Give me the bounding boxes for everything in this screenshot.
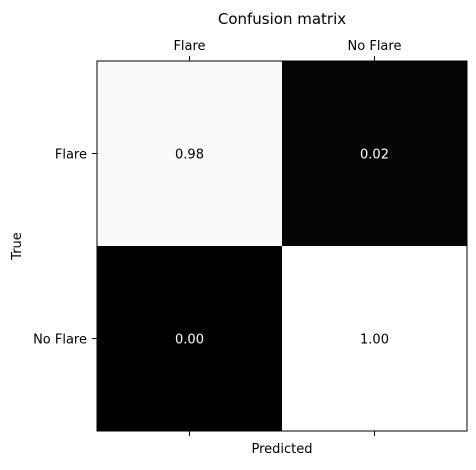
heatmap-cell-0-0 bbox=[97, 61, 282, 246]
x-tick-label-1: No Flare bbox=[348, 39, 402, 54]
cell-value-label-0-0: 0.98 bbox=[175, 148, 204, 163]
x-tick-label-0: Flare bbox=[173, 39, 205, 54]
heatmap-cell-0-1 bbox=[282, 61, 467, 246]
chart-title: Confusion matrix bbox=[218, 10, 346, 28]
y-tick-label-0: Flare bbox=[55, 148, 87, 163]
cell-value-label-0-1: 0.02 bbox=[360, 148, 389, 163]
heatmap-cells: 0.98 0.02 0.00 1.00 bbox=[97, 61, 467, 431]
y-tick-label-1: No Flare bbox=[33, 333, 87, 348]
heatmap-cell-1-1 bbox=[282, 246, 467, 431]
heatmap-cell-1-0 bbox=[97, 246, 282, 431]
cell-value-label-1-0: 0.00 bbox=[175, 333, 204, 348]
axis-ticks: Flare No Flare Flare No Flare bbox=[33, 39, 401, 436]
plot-frame bbox=[96, 60, 468, 432]
cell-value-label-1-1: 1.00 bbox=[360, 333, 389, 348]
x-axis-label: Predicted bbox=[251, 442, 312, 457]
y-axis-label: True bbox=[10, 232, 25, 261]
